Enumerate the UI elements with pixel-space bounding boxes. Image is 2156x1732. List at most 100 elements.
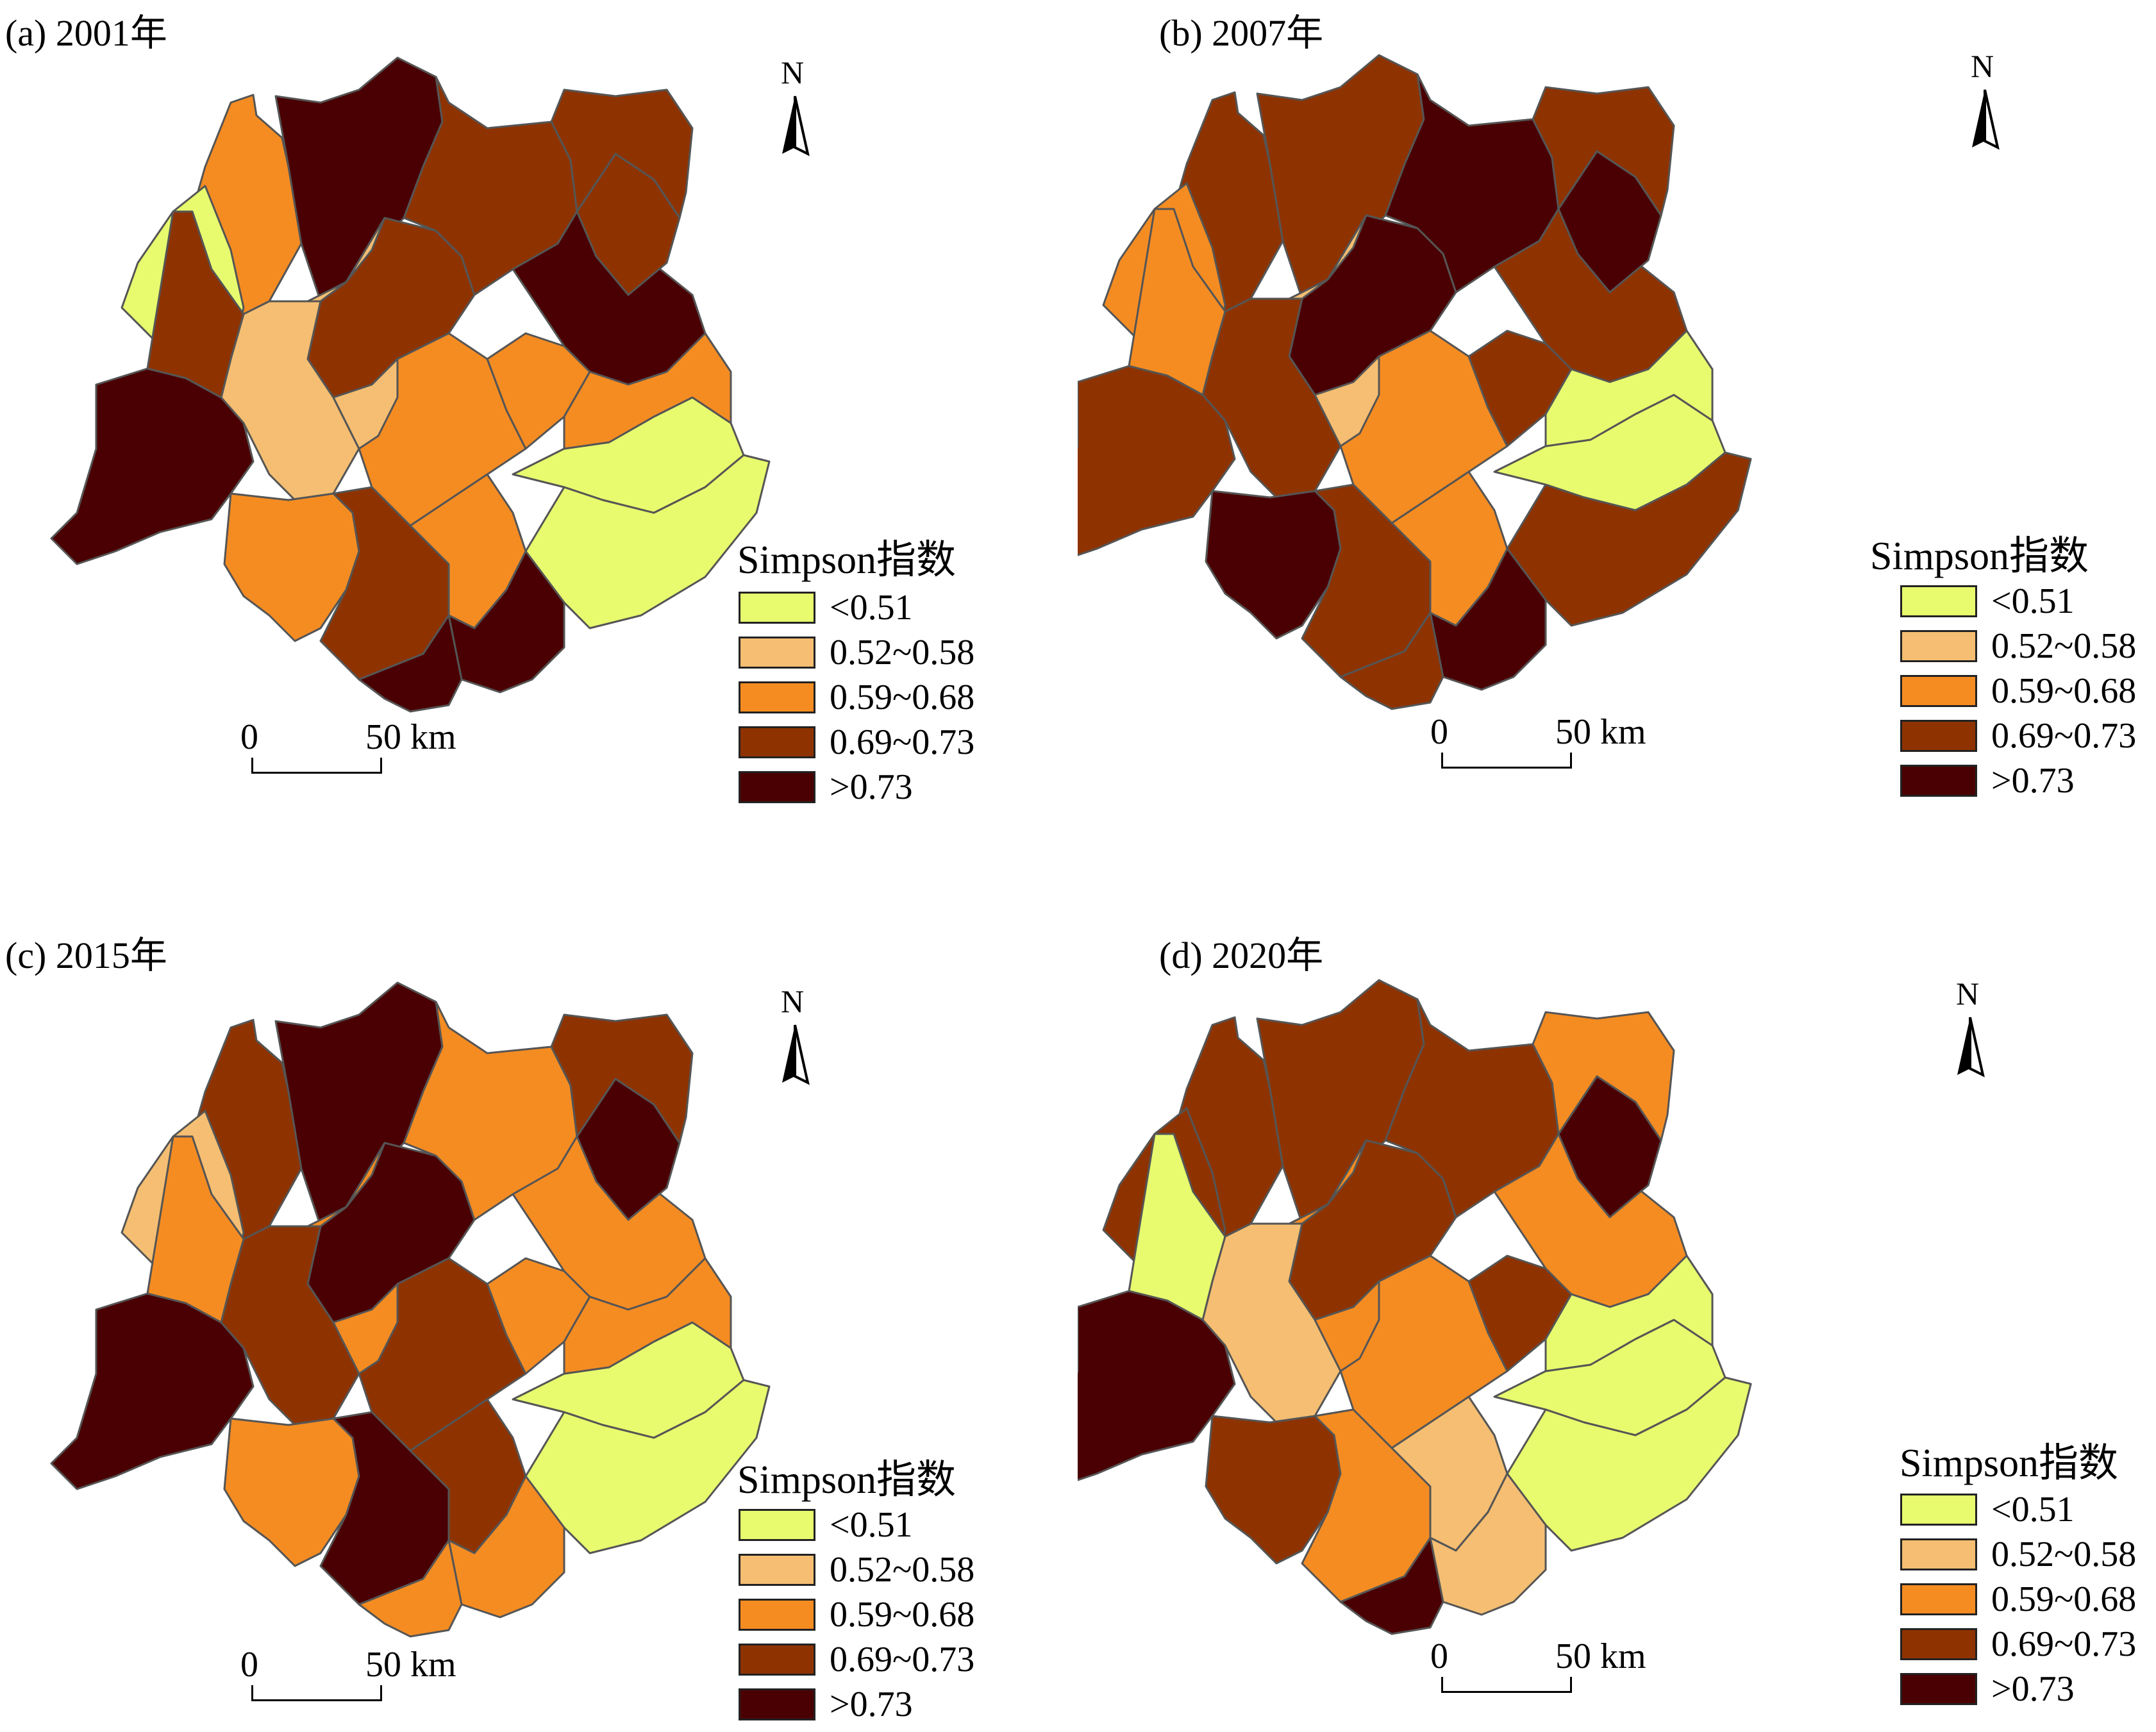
legend-swatch — [739, 1599, 815, 1631]
county-region — [1339, 1536, 1444, 1635]
choropleth-map — [1078, 979, 1752, 1635]
county-region — [1128, 1133, 1226, 1321]
panel-title: (a) 2001年 — [5, 12, 167, 54]
county-region — [524, 1379, 771, 1554]
county-region — [146, 210, 245, 399]
legend-label: >0.73 — [830, 1685, 913, 1724]
legend-label: >0.73 — [830, 767, 913, 807]
legend-label: <0.51 — [830, 588, 913, 628]
legend-swatch — [1900, 1628, 1977, 1660]
county-region — [447, 550, 565, 694]
north-arrow-icon: N — [1953, 48, 2017, 179]
legend-label: 0.69~0.73 — [1991, 716, 2137, 756]
legend-label: 0.59~0.68 — [1991, 671, 2137, 711]
legend-swatch — [739, 1509, 815, 1541]
legend-label: 0.59~0.68 — [830, 1595, 975, 1635]
county-region — [550, 1013, 694, 1144]
legend-label: 0.52~0.58 — [830, 633, 975, 672]
legend-label: 0.59~0.68 — [1991, 1579, 2137, 1619]
legend-item: <0.51 — [1900, 581, 2075, 621]
county-region — [1128, 208, 1226, 396]
legend-swatch — [1900, 1538, 1977, 1570]
legend-swatch — [739, 1554, 815, 1586]
county-region — [563, 332, 732, 450]
legend-item: 0.69~0.73 — [739, 1640, 975, 1679]
legend-label: 0.52~0.58 — [1991, 626, 2137, 666]
legend-item: 0.52~0.58 — [1900, 1535, 2136, 1574]
legend-swatch — [739, 771, 815, 803]
county-region — [1339, 612, 1444, 710]
county-region — [306, 1142, 386, 1228]
north-arrow-icon: N — [763, 983, 827, 1115]
county-region — [1544, 329, 1714, 447]
legend-item: 0.59~0.68 — [1900, 1579, 2137, 1619]
choropleth-map — [50, 981, 771, 1638]
panel-title: (c) 2015年 — [5, 935, 167, 976]
county-region — [1429, 1472, 1547, 1616]
county-region — [1314, 355, 1380, 447]
legend-label: 0.69~0.73 — [1991, 1624, 2137, 1664]
legend-item: 0.69~0.73 — [1900, 716, 2137, 756]
legend-swatch — [739, 637, 815, 669]
legend-label: <0.51 — [1991, 1490, 2075, 1529]
legend-title: Simpson指数 — [737, 538, 957, 582]
county-region — [1314, 1280, 1380, 1372]
map-panel-c: (c) 2015年 N 0 50 km Simpson指数 <0.51 0.52~… — [0, 866, 1078, 1732]
legend-swatch — [739, 681, 815, 713]
legend-item: 0.69~0.73 — [1900, 1624, 2137, 1664]
legend-swatch — [739, 592, 815, 624]
county-region — [358, 1539, 463, 1638]
legend-label: 0.52~0.58 — [830, 1550, 975, 1590]
county-region — [447, 1475, 565, 1619]
county-region — [1288, 1139, 1367, 1225]
county-region — [1544, 1254, 1714, 1372]
north-arrow-icon: N — [1938, 976, 2002, 1107]
county-region — [1429, 547, 1547, 691]
county-region — [332, 358, 399, 450]
legend-swatch — [1900, 765, 1977, 797]
legend-title: Simpson指数 — [737, 1458, 957, 1502]
legend-item: >0.73 — [739, 1685, 913, 1724]
legend-item: <0.51 — [739, 588, 913, 628]
county-region — [1288, 214, 1367, 300]
map-panel-a: (a) 2001年 N 0 50 km Simpson指数 <0.51 0.52~… — [0, 0, 1078, 866]
legend-swatch — [1900, 630, 1977, 662]
legend-item: <0.51 — [1900, 1490, 2075, 1529]
county-region — [524, 454, 771, 629]
panel-title: (d) 2020年 — [1159, 935, 1324, 976]
legend-label: 0.69~0.73 — [830, 1640, 975, 1679]
legend-item: 0.69~0.73 — [739, 722, 974, 762]
legend-item: >0.73 — [1900, 1669, 2075, 1709]
legend-item: 0.52~0.58 — [1900, 626, 2137, 666]
legend-item: >0.73 — [739, 767, 913, 807]
legend-label: <0.51 — [830, 1505, 913, 1545]
legend-title: Simpson指数 — [1870, 535, 2089, 578]
county-region — [306, 217, 386, 303]
legend-label: >0.73 — [1991, 761, 2075, 801]
panel-title: (b) 2007年 — [1159, 12, 1324, 54]
choropleth-map — [50, 56, 771, 713]
legend-swatch — [1900, 675, 1977, 707]
legend-item: >0.73 — [1900, 761, 2075, 801]
map-panel-d: (d) 2020年 N 0 50 km Simpson指数 <0.51 0.52~… — [1078, 866, 2155, 1732]
county-region — [1506, 451, 1752, 627]
county-region — [563, 1257, 732, 1375]
legend-item: 0.52~0.58 — [739, 1550, 975, 1590]
map-panel-b: (b) 2007年 N 0 50 km Simpson指数 <0.51 0.52~… — [1078, 0, 2155, 866]
legend-item: 0.52~0.58 — [739, 633, 975, 672]
legend-swatch — [1900, 585, 1977, 617]
legend-item: 0.59~0.68 — [739, 1595, 975, 1635]
legend-swatch — [1900, 1583, 1977, 1615]
north-arrow-icon: N — [763, 54, 827, 186]
county-region — [550, 88, 694, 219]
legend-item: 0.59~0.68 — [739, 678, 975, 717]
county-region — [1532, 86, 1675, 217]
legend-swatch — [739, 726, 815, 758]
legend-label: <0.51 — [1991, 581, 2075, 621]
legend-title: Simpson指数 — [1900, 1442, 2119, 1485]
legend-swatch — [1900, 1494, 1977, 1526]
choropleth-map — [1078, 54, 1752, 710]
county-region — [1532, 1011, 1675, 1142]
county-region — [146, 1135, 245, 1324]
legend-label: 0.59~0.68 — [830, 678, 975, 717]
